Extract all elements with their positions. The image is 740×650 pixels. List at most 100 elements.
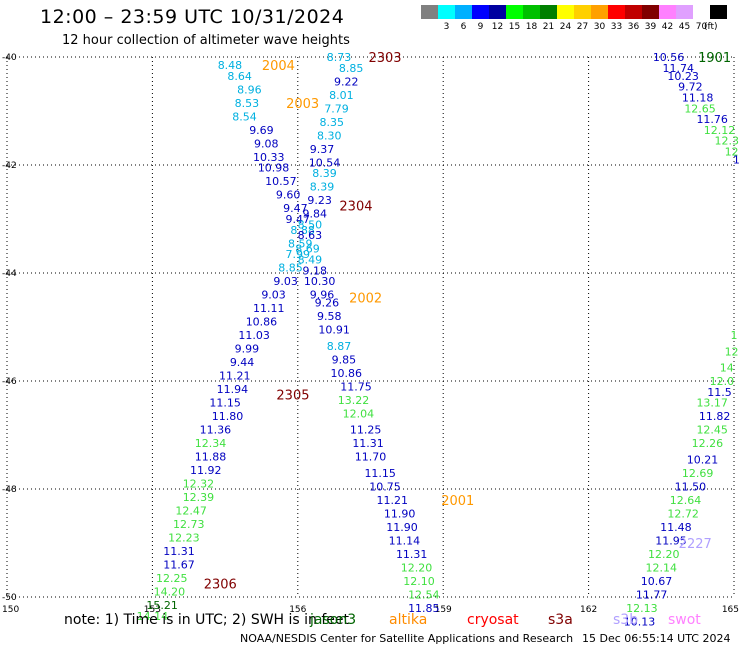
- color-scale-swatch: [523, 5, 540, 19]
- wave-height-value: 11.31: [352, 437, 384, 450]
- wave-height-value: 10.23: [667, 70, 699, 83]
- wave-height-value: 8.85: [278, 262, 303, 275]
- wave-height-value: 9.18: [303, 264, 328, 277]
- satellite-legend-item: jason3: [310, 612, 357, 628]
- wave-height-value: 9.08: [254, 137, 279, 150]
- wave-height-value: 9.47: [283, 202, 308, 215]
- wave-height-value: 10.56: [653, 51, 685, 64]
- color-scale-label: 42: [661, 22, 674, 32]
- color-scale-swatch: [557, 5, 574, 19]
- wave-height-value: 12.04: [343, 407, 375, 420]
- wave-height-value: 11.31: [163, 545, 195, 558]
- color-scale-swatch: [676, 5, 693, 19]
- wave-height-value: 8.64: [227, 70, 252, 83]
- wave-height-value: 10.67: [641, 575, 673, 588]
- chart-title: 12:00 – 23:59 UTC 10/31/2024: [40, 6, 345, 28]
- wave-height-value: 13.22: [338, 394, 370, 407]
- wave-height-value: 9.58: [317, 310, 342, 323]
- color-scale-label: 70: [695, 22, 708, 32]
- x-tick-label: 156: [289, 605, 306, 615]
- wave-height-value: 9.47: [286, 213, 311, 226]
- wave-height-value: 10.86: [331, 367, 363, 380]
- wave-height-value: 9.72: [678, 81, 703, 94]
- wave-height-value: 12.25: [156, 572, 188, 585]
- wave-height-value: 8.48: [218, 59, 243, 72]
- wave-height-value: 9.22: [334, 75, 359, 88]
- color-scale-label: 18: [525, 22, 538, 32]
- track-label: 2002: [349, 291, 382, 306]
- wave-height-value: 12.34: [195, 437, 227, 450]
- wave-height-value: 11.36: [200, 424, 232, 437]
- wave-height-value: 11.15: [364, 467, 396, 480]
- color-scale-swatch: [438, 5, 455, 19]
- x-tick-label: 159: [435, 605, 452, 615]
- wave-height-value: 9.03: [261, 289, 286, 302]
- track-label: 2306: [204, 578, 237, 593]
- wave-height-value: 11.94: [217, 383, 249, 396]
- color-scale-swatch: [608, 5, 625, 19]
- wave-height-value: 12.0: [710, 375, 735, 388]
- wave-height-value: 14: [720, 362, 734, 375]
- color-scale-label: 6: [460, 22, 467, 32]
- wave-height-value: 11.70: [355, 451, 387, 464]
- wave-height-value: 8.54: [232, 110, 257, 123]
- wave-height-value: 7.99: [286, 248, 311, 261]
- y-tick-label: -46: [2, 377, 17, 387]
- wave-height-value: 10.13: [624, 615, 656, 628]
- wave-height-value: 11.25: [350, 424, 382, 437]
- wave-height-value: 12: [725, 345, 739, 358]
- color-scale-label: 45: [678, 22, 691, 32]
- wave-height-value: 12.45: [696, 424, 728, 437]
- satellite-legend-item: swot: [668, 612, 701, 628]
- color-scale-swatch: [659, 5, 676, 19]
- color-scale-swatch: [642, 5, 659, 19]
- color-scale-swatch: [574, 5, 591, 19]
- wave-height-value: 8.30: [317, 129, 342, 142]
- track-label: 2001: [441, 494, 474, 509]
- wave-height-value: 12.32: [183, 478, 215, 491]
- wave-height-value: 11.90: [386, 521, 418, 534]
- wave-height-value: 12.23: [168, 532, 200, 545]
- wave-height-value: 9.96: [310, 289, 335, 302]
- wave-height-value: 12.65: [684, 102, 716, 115]
- satellite-legend-item: s3b: [613, 612, 639, 628]
- wave-height-value: 11.31: [396, 548, 428, 561]
- wave-height-value: 8.53: [235, 97, 260, 110]
- footnote: note: 1) Time is in UTC; 2) SWH is in fe…: [64, 612, 350, 628]
- wave-height-value: 12.54: [408, 588, 440, 601]
- wave-height-value: 10.75: [369, 480, 401, 493]
- y-tick-label: -44: [2, 269, 17, 279]
- wave-height-value: 9.03: [273, 275, 298, 288]
- x-tick-label: 165: [722, 605, 739, 615]
- color-scale-swatch: [625, 5, 642, 19]
- wave-height-value: 9.84: [303, 208, 328, 221]
- wave-height-value: 11.85: [408, 602, 440, 615]
- y-tick-label: -48: [2, 485, 17, 495]
- color-scale-swatch: [591, 5, 608, 19]
- wave-height-value: 9.37: [310, 143, 335, 156]
- satellite-legend-item: altika: [389, 612, 428, 628]
- wave-height-value: 8.87: [327, 340, 352, 353]
- wave-height-value: 11.50: [675, 480, 707, 493]
- wave-height-value: 12.10: [403, 575, 435, 588]
- color-scale-label: 33: [610, 22, 623, 32]
- wave-height-value: 11.67: [163, 559, 195, 572]
- wave-height-value: 12.12: [704, 124, 736, 137]
- wave-height-value: 12.69: [682, 467, 714, 480]
- wave-height-value: 9.60: [276, 189, 301, 202]
- x-tick-label: 162: [580, 605, 597, 615]
- wave-height-value: 11.95: [655, 534, 687, 547]
- wave-height-value: 8.39: [312, 167, 337, 180]
- color-scale-label: 9: [477, 22, 484, 32]
- wave-height-value: 11.14: [389, 534, 421, 547]
- wave-height-value: 11.03: [238, 329, 270, 342]
- wave-height-value: 11.90: [384, 507, 416, 520]
- y-tick-label: -42: [2, 161, 17, 171]
- wave-height-value: 10.98: [258, 162, 290, 175]
- color-scale-swatch: [693, 5, 710, 19]
- color-scale-label: 30: [593, 22, 606, 32]
- color-scale-label: 24: [559, 22, 572, 32]
- wave-height-value: 14.20: [154, 586, 186, 599]
- x-tick-label: 150: [2, 605, 19, 615]
